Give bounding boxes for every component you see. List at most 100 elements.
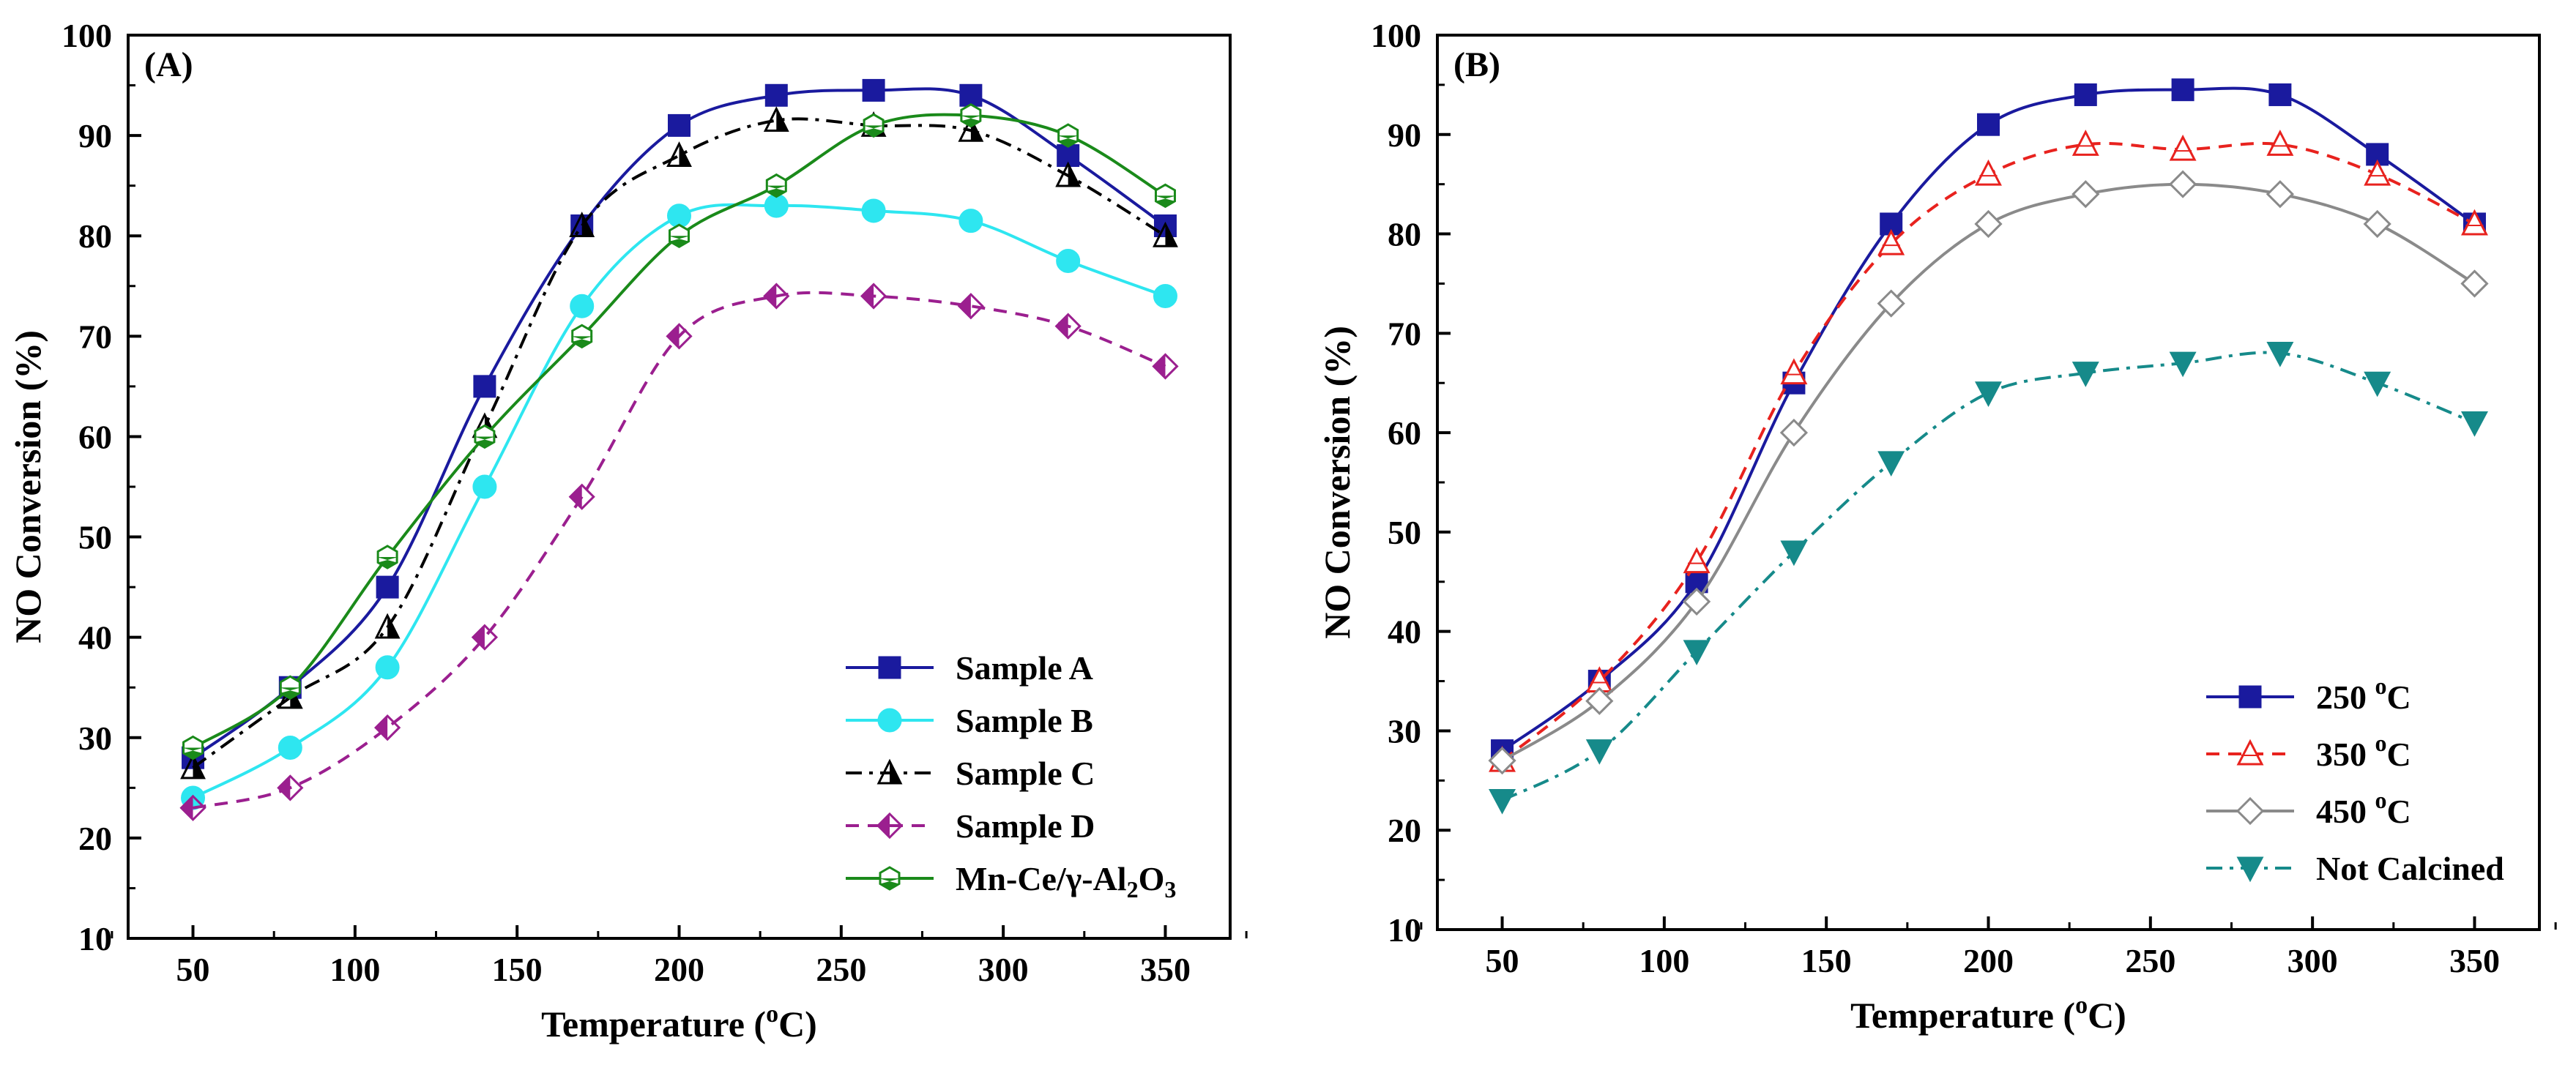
y-tick-label: 90 — [1388, 116, 1421, 154]
data-point-fill — [376, 716, 388, 740]
legend-label-sub: 3 — [1164, 876, 1176, 903]
series-line — [1501, 86, 2476, 752]
legend-label-part: C — [2387, 679, 2411, 716]
data-point — [2364, 159, 2391, 186]
data-point — [763, 283, 790, 310]
data-point-outline — [1153, 221, 1178, 247]
data-point — [2071, 362, 2099, 387]
y-tick-label: 60 — [78, 418, 112, 455]
data-point-shape — [2460, 269, 2489, 298]
panel-label: (B) — [1453, 45, 1500, 84]
data-point-fill — [765, 185, 788, 197]
data-point — [763, 106, 789, 132]
legend-label-sup: o — [2375, 673, 2387, 699]
series-line — [192, 203, 1166, 799]
data-point — [1154, 183, 1177, 209]
y-tick-label: 100 — [1371, 17, 1421, 54]
data-point-shape — [1056, 249, 1081, 273]
y-axis-title: NO Conversion (%) — [7, 330, 48, 643]
x-tick-label: 50 — [176, 951, 210, 988]
legend-marker-outline — [876, 812, 904, 840]
data-point — [958, 209, 983, 233]
data-point-shape — [2363, 209, 2391, 239]
y-axis-title: NO Conversion (%) — [1317, 326, 1358, 639]
data-point-shape — [667, 203, 691, 228]
data-point — [279, 675, 302, 700]
data-point — [1779, 418, 1809, 447]
x-tick-label: 100 — [1639, 942, 1689, 979]
y-tick-label: 40 — [1388, 613, 1421, 651]
y-tick-label: 80 — [1388, 216, 1421, 253]
legend-label: Sample A — [956, 649, 1093, 687]
data-point-fill — [376, 556, 399, 568]
data-point-shape — [2071, 180, 2100, 209]
data-point — [2074, 83, 2097, 106]
x-axis-title: Temperature (oC) — [1850, 992, 2126, 1036]
series-4 — [182, 102, 1177, 761]
data-point-shape — [862, 78, 885, 102]
legend-marker — [2238, 685, 2262, 709]
legend-label-sup: o — [2375, 730, 2387, 756]
legend-marker — [2236, 739, 2264, 766]
data-point-fill — [764, 284, 777, 308]
legend-marker — [2236, 796, 2265, 826]
data-point-fill — [570, 485, 582, 509]
legend-label-sub: 2 — [1127, 876, 1139, 903]
data-point — [2266, 180, 2295, 209]
data-point — [2169, 134, 2197, 161]
data-point-shape — [2071, 362, 2099, 387]
series-line — [1501, 182, 2476, 762]
data-point-shape — [1585, 687, 1614, 715]
y-tick-label: 30 — [1388, 712, 1421, 750]
data-point-fill — [1056, 314, 1068, 338]
legend-marker-shape — [2238, 685, 2262, 709]
data-point — [373, 714, 401, 741]
panel-a: 10 20 30 40 50 60 70 80 90 100 50 100 150 200 250 300 35… — [7, 17, 1248, 1045]
data-point — [277, 774, 304, 801]
x-axis-title-main: Temperature ( — [1850, 995, 2075, 1036]
data-point-fill — [570, 336, 593, 348]
data-point — [2071, 180, 2100, 209]
data-point — [668, 223, 690, 248]
data-point-shape — [1682, 587, 1711, 616]
x-tick-label: 200 — [654, 951, 704, 988]
data-point — [667, 203, 691, 228]
series-line — [1501, 141, 2476, 762]
legend-label-sup: o — [2375, 787, 2387, 813]
legend-label: Not Calcined — [2316, 850, 2504, 887]
data-point — [860, 283, 887, 310]
data-point — [1489, 788, 1516, 815]
y-tick-label: 60 — [1388, 414, 1421, 452]
data-point — [1153, 221, 1178, 247]
y-tick-label: 80 — [78, 217, 112, 255]
data-point — [1057, 123, 1079, 148]
data-point — [1585, 687, 1614, 715]
data-point-shape — [668, 113, 690, 137]
data-point-fill — [959, 115, 982, 127]
series-line — [192, 117, 1166, 769]
y-tick-label: 90 — [78, 117, 112, 154]
data-point — [1683, 547, 1710, 574]
data-point — [2266, 130, 2294, 156]
legend-marker — [878, 656, 901, 679]
data-point-outline — [1152, 353, 1179, 380]
data-point-outline — [374, 613, 401, 639]
data-point-fill — [1153, 354, 1166, 378]
data-point-shape — [2168, 170, 2197, 198]
data-point-shape — [1153, 283, 1177, 308]
data-point-outline — [1054, 313, 1082, 340]
legend-marker-shape — [877, 708, 902, 733]
data-point-fill — [182, 747, 204, 759]
data-point — [375, 655, 400, 680]
data-point-outline — [1055, 161, 1082, 187]
legend-label: 250 oC — [2316, 673, 2411, 716]
data-point-shape — [2364, 159, 2391, 186]
y-tick-label: 10 — [78, 920, 112, 957]
data-point — [473, 424, 496, 449]
y-tick-label: 100 — [62, 17, 112, 54]
legend-label-part: 250 — [2316, 679, 2375, 716]
data-point-outline — [180, 753, 206, 780]
y-tick-label: 50 — [1388, 514, 1421, 551]
data-point-shape — [2266, 130, 2294, 156]
data-point — [570, 294, 595, 318]
